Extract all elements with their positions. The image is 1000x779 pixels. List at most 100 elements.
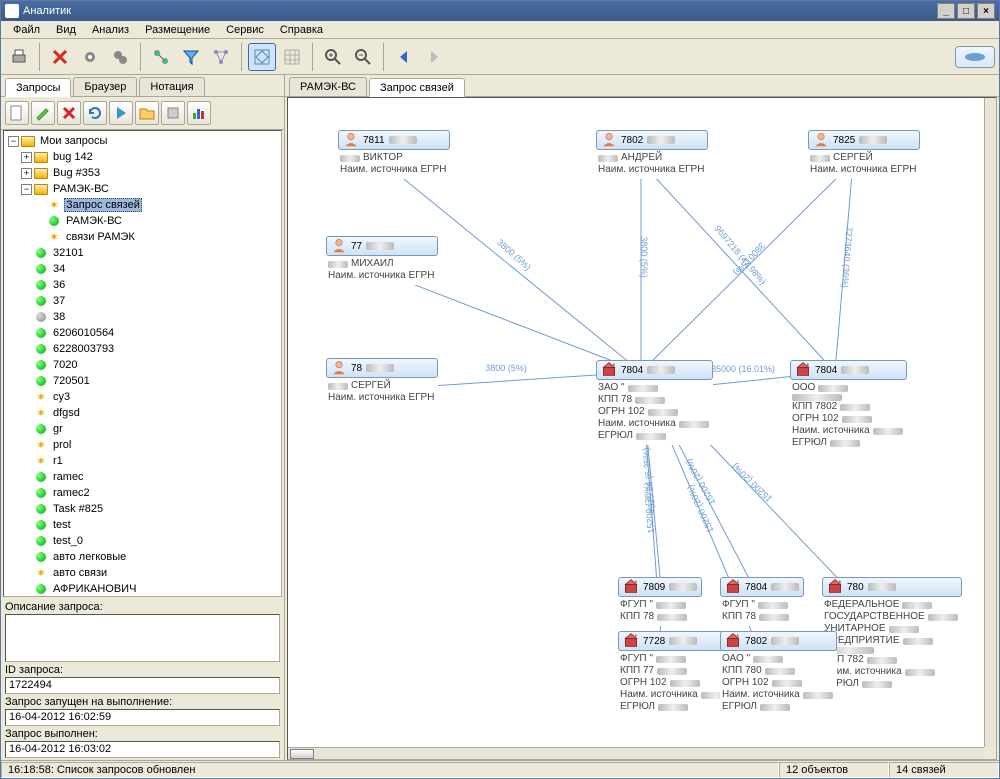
tree-item[interactable]: 36 (4, 277, 281, 293)
zoom-out-button[interactable] (349, 43, 377, 71)
refresh-button[interactable] (83, 101, 107, 125)
person-icon (331, 237, 347, 256)
right-tabs: РАМЭК-ВС Запрос связей (285, 75, 999, 97)
tab-notation[interactable]: Нотация (139, 77, 204, 96)
tree-item[interactable]: АФРИКАНОВИЧ (4, 581, 281, 597)
link-button[interactable] (147, 43, 175, 71)
filter-button[interactable] (177, 43, 205, 71)
tree-item[interactable]: 6206010564 (4, 325, 281, 341)
zoom-in-button[interactable] (319, 43, 347, 71)
nav-left-button[interactable] (390, 43, 418, 71)
run-start-field[interactable]: 16-04-2012 16:02:59 (5, 709, 280, 726)
graph-node[interactable]: 78СЕРГЕЙНаим. источника ЕГРН (326, 358, 438, 407)
svg-text:4825.24 (6.35%): 4825.24 (6.35%) (641, 447, 658, 514)
run-start-label: Запрос запущен на выполнение: (5, 696, 280, 708)
tree-item[interactable]: 37 (4, 293, 281, 309)
person-icon (813, 131, 829, 150)
id-field[interactable]: 1722494 (5, 677, 280, 694)
tree-item[interactable]: 7020 (4, 357, 281, 373)
query-tree[interactable]: −Мои запросы+bug 142+Bug #353−РАМЭК-ВС✶З… (3, 130, 282, 597)
open-button[interactable] (135, 101, 159, 125)
network-button[interactable] (207, 43, 235, 71)
tree-item[interactable]: Task #825 (4, 501, 281, 517)
tab-queries[interactable]: Запросы (5, 78, 71, 97)
graph-node[interactable]: 77МИХАИЛНаим. источника ЕГРН (326, 236, 438, 285)
edit-query-button[interactable] (31, 101, 55, 125)
tree-item[interactable]: ✶prol (4, 437, 281, 453)
diagram-area[interactable]: 3800 (5%)3800 (5%)9697218 (47.98%)3800 (… (287, 97, 997, 760)
person-icon (331, 359, 347, 378)
tree-item[interactable]: 6228003793 (4, 341, 281, 357)
building-icon (725, 632, 741, 651)
building-icon (795, 361, 811, 380)
desc-label: Описание запроса: (5, 601, 280, 613)
graph-layout-button[interactable] (248, 43, 276, 71)
menu-view[interactable]: Вид (48, 23, 84, 37)
tree-item[interactable]: ramec2 (4, 485, 281, 501)
graph-node[interactable]: 7809ФГУП "КПП 78 (618, 577, 702, 626)
graph-node[interactable]: 7802АНДРЕЙНаим. источника ЕГРН (596, 130, 708, 179)
gear-2-button[interactable] (106, 43, 134, 71)
stop-button[interactable] (161, 101, 185, 125)
graph-node[interactable]: 7811ВИКТОРНаим. источника ЕГРН (338, 130, 450, 179)
id-label: ID запроса: (5, 664, 280, 676)
tab-browser[interactable]: Браузер (73, 77, 137, 96)
right-pane: РАМЭК-ВС Запрос связей 3800 (5%)3800 (5%… (285, 75, 999, 760)
graph-node[interactable]: 780ФЕДЕРАЛЬНОЕГОСУДАРСТВЕННОЕУНИТАРНОЕПР… (822, 577, 962, 693)
menu-help[interactable]: Справка (272, 23, 331, 37)
menu-file[interactable]: Файл (5, 23, 48, 37)
tree-item[interactable]: ramec (4, 469, 281, 485)
minimize-button[interactable]: _ (937, 3, 955, 19)
grid-button[interactable] (278, 43, 306, 71)
statusbar: 16:18:58: Список запросов обновлен 12 об… (1, 760, 999, 778)
new-query-button[interactable] (5, 101, 29, 125)
run-button[interactable] (109, 101, 133, 125)
run-done-field[interactable]: 16-04-2012 16:03:02 (5, 741, 280, 758)
tree-item[interactable]: gr (4, 421, 281, 437)
graph-node[interactable]: 7804ОООКПП 7802ОГРН 102Наим. источникаЕГ… (790, 360, 907, 452)
tree-item[interactable]: авто легковые (4, 549, 281, 565)
desc-field[interactable] (5, 614, 280, 662)
delete-button[interactable] (46, 43, 74, 71)
menu-analysis[interactable]: Анализ (84, 23, 137, 37)
tree-item[interactable]: 720501 (4, 373, 281, 389)
maximize-button[interactable]: □ (957, 3, 975, 19)
tree-item[interactable]: ✶Запрос связей (4, 197, 281, 213)
vscrollbar[interactable] (984, 98, 996, 747)
tree-item[interactable]: −Мои запросы (4, 133, 281, 149)
tree-item[interactable]: 34 (4, 261, 281, 277)
tree-item[interactable]: РАМЭК-ВС (4, 213, 281, 229)
tree-item[interactable]: +Bug #353 (4, 165, 281, 181)
tree-item[interactable]: 38 (4, 309, 281, 325)
tab-ramek[interactable]: РАМЭК-ВС (289, 77, 367, 96)
tree-item[interactable]: ✶авто связи (4, 565, 281, 581)
delete-query-button[interactable] (57, 101, 81, 125)
close-button[interactable]: × (977, 3, 995, 19)
graph-node[interactable]: 7804ФГУП "КПП 78 (720, 577, 804, 626)
tree-item[interactable]: ✶связи РАМЭК (4, 229, 281, 245)
tree-item[interactable]: +bug 142 (4, 149, 281, 165)
tree-item[interactable]: test_0 (4, 533, 281, 549)
run-done-label: Запрос выполнен: (5, 728, 280, 740)
menu-service[interactable]: Сервис (218, 23, 272, 37)
hscrollbar[interactable] (288, 747, 984, 759)
building-icon (601, 361, 617, 380)
tree-item[interactable]: 32101 (4, 245, 281, 261)
svg-text:3800 (5%): 3800 (5%) (731, 240, 767, 277)
tree-item[interactable]: ✶r1 (4, 453, 281, 469)
chart-button[interactable] (187, 101, 211, 125)
menu-layout[interactable]: Размещение (137, 23, 218, 37)
graph-node[interactable]: 7802ОАО "КПП 780ОГРН 102Наим. источникаЕ… (720, 631, 837, 716)
tree-item[interactable]: ✶cy3 (4, 389, 281, 405)
tree-item[interactable]: −РАМЭК-ВС (4, 181, 281, 197)
tree-item[interactable]: test (4, 517, 281, 533)
graph-node[interactable]: 7825СЕРГЕЙНаим. источника ЕГРН (808, 130, 920, 179)
tab-links-query[interactable]: Запрос связей (369, 78, 465, 97)
titlebar: Аналитик _ □ × (1, 1, 999, 21)
gear-1-button[interactable] (76, 43, 104, 71)
tree-item[interactable]: ✶dfgsd (4, 405, 281, 421)
print-button[interactable] (5, 43, 33, 71)
graph-node[interactable]: 7804ЗАО "КПП 78ОГРН 102Наим. источникаЕГ… (596, 360, 713, 445)
nav-right-button[interactable] (420, 43, 448, 71)
graph-node[interactable]: 7728ФГУП "КПП 77ОГРН 102Наим. источникаЕ… (618, 631, 735, 716)
